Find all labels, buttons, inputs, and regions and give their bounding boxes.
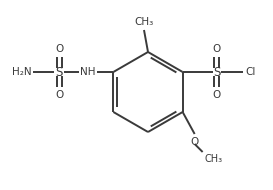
Text: O: O — [212, 44, 221, 54]
Text: O: O — [55, 90, 64, 100]
Text: O: O — [55, 44, 64, 54]
Text: CH₃: CH₃ — [205, 154, 223, 164]
Text: NH: NH — [80, 67, 95, 77]
Text: S: S — [213, 66, 220, 78]
Text: CH₃: CH₃ — [134, 17, 154, 27]
Text: S: S — [56, 66, 63, 78]
Text: Cl: Cl — [246, 67, 256, 77]
Text: O: O — [212, 90, 221, 100]
Text: H₂N: H₂N — [12, 67, 31, 77]
Text: O: O — [191, 137, 199, 147]
